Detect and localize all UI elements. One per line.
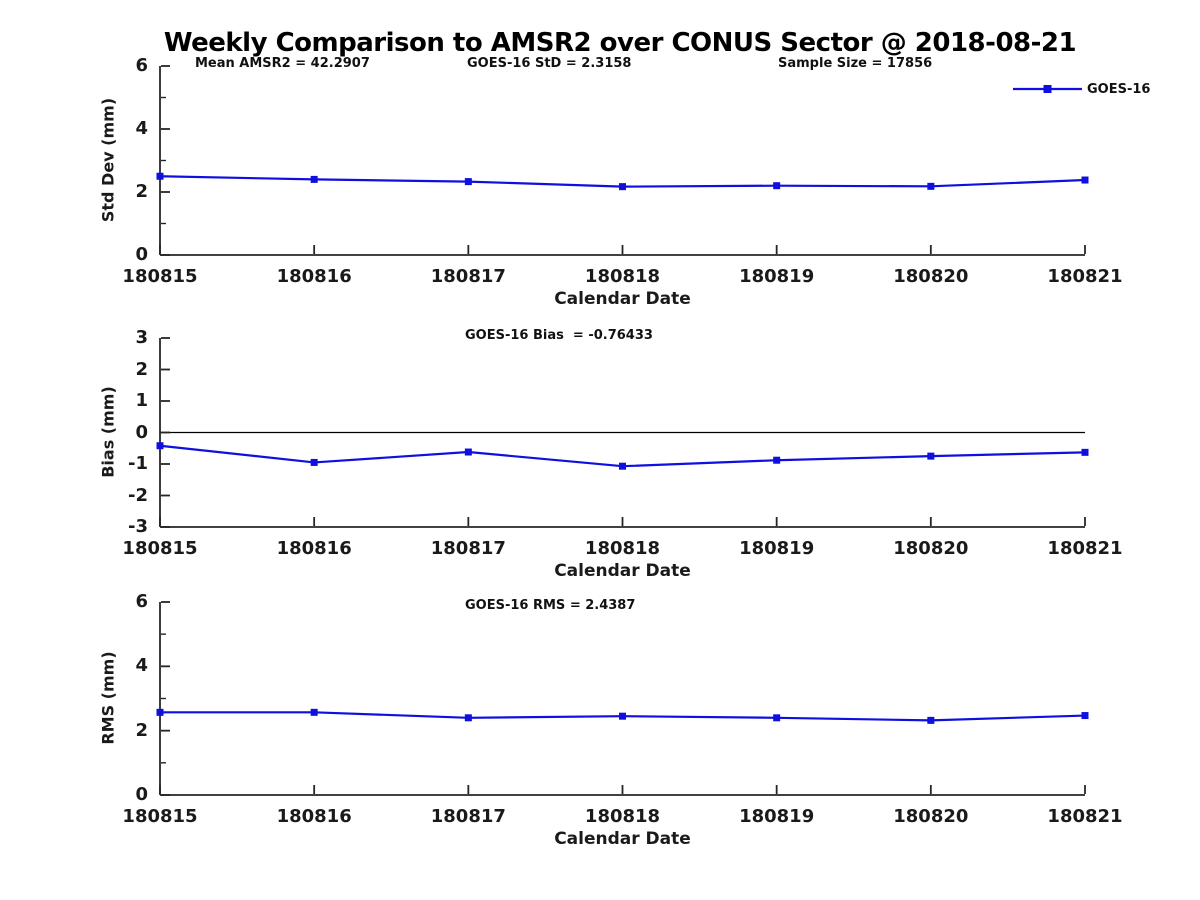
y-tick-label: 6 [135,591,148,612]
y-tick-label: -2 [128,484,148,506]
data-point-marker [619,462,626,470]
data-point-marker [619,712,626,720]
data-point-marker [464,178,472,186]
x-tick-label: 180815 [122,538,198,559]
annotation-goes16-std: GOES-16 StD = 2.3158 [467,56,632,71]
data-point-marker [310,708,318,716]
x-tick-label: 180819 [739,806,815,827]
x-tick-label: 180819 [739,266,815,287]
annotation-goes16-bias: GOES-16 Bias = -0.76433 [465,328,653,343]
data-point-marker [1081,712,1089,720]
data-point-marker [310,175,318,183]
x-axis-label-2: Calendar Date [554,561,691,581]
x-tick-label: 180818 [584,806,661,827]
annotation-sample-size: Sample Size = 17856 [778,56,933,71]
x-tick-label: 180816 [276,538,352,559]
x-tick-label: 180815 [122,266,198,287]
data-point-marker [464,448,472,456]
data-point-marker [927,452,935,460]
y-tick-label: 3 [135,327,148,348]
legend-label: GOES-16 [1087,82,1151,97]
data-line [159,444,1086,468]
data-point-marker [1081,448,1089,456]
annotation-goes16-rms: GOES-16 RMS = 2.4387 [465,598,636,613]
x-tick-label: 180817 [430,806,506,827]
data-point-marker [464,714,472,722]
y-axis-label-rms: RMS (mm) [98,651,118,745]
x-tick-label: 180820 [893,266,969,287]
y-tick-label: 6 [135,55,148,76]
y-tick-label: -3 [128,516,148,537]
legend-marker-sample [1043,85,1052,93]
x-axis-label-3: Calendar Date [554,829,691,849]
x-tick-label: 180816 [276,806,352,827]
y-tick-label: 0 [135,244,148,265]
x-tick-label: 180818 [584,538,661,559]
page-title: Weekly Comparison to AMSR2 over CONUS Se… [163,28,1077,58]
data-line [160,711,1086,722]
y-axis-label-stddev: Std Dev (mm) [98,97,118,223]
x-tick-label: 180815 [122,806,198,827]
annotation-mean-amsr2: Mean AMSR2 = 42.2907 [195,56,370,71]
data-point-marker [773,182,781,190]
data-point-marker [310,458,318,466]
data-point-marker [619,183,626,191]
x-tick-label: 180817 [430,266,506,287]
x-tick-label: 180817 [430,538,506,559]
data-line [159,175,1086,188]
x-tick-label: 180821 [1047,538,1123,559]
x-tick-label: 180819 [739,538,815,559]
data-point-marker [773,456,781,464]
x-tick-label: 180820 [893,806,969,827]
x-tick-label: 180818 [584,266,661,287]
x-tick-label: 180821 [1047,266,1123,287]
data-point-marker [1081,176,1089,184]
y-tick-label: 0 [135,784,148,805]
y-axis-label-bias: Bias (mm) [98,386,118,478]
y-tick-label: 2 [135,358,148,380]
x-tick-label: 180821 [1047,806,1123,827]
data-point-marker [156,172,164,180]
data-point-marker [927,182,935,190]
data-point-marker [156,442,164,450]
x-axis-label-1: Calendar Date [554,289,691,309]
data-point-marker [156,708,164,716]
data-point-marker [927,716,935,724]
x-tick-label: 180820 [893,538,969,559]
data-point-marker [773,714,781,722]
x-tick-label: 180816 [276,266,352,287]
